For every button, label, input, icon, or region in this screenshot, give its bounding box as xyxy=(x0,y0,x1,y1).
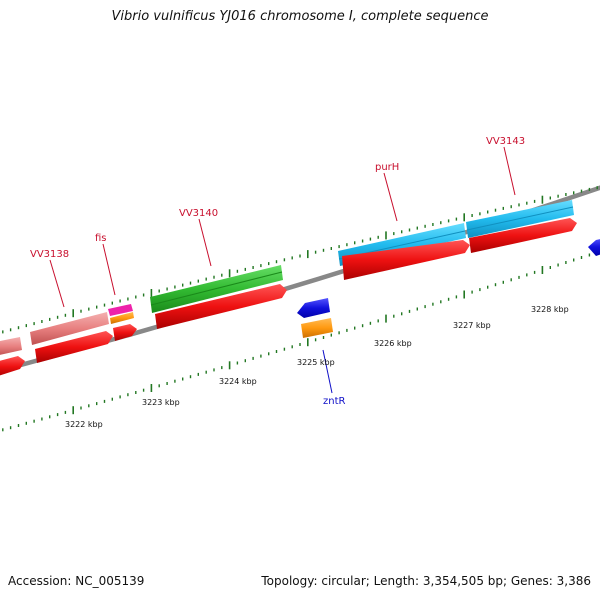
accession-text: Accession: NC_005139 xyxy=(8,574,145,588)
label-vv3140[interactable]: VV3140 xyxy=(179,208,218,219)
map-title: Vibrio vulnificus YJ016 chromosome I, co… xyxy=(111,9,489,24)
kbp-label: 3226 kbp xyxy=(374,339,412,348)
cds-arrow-fis[interactable] xyxy=(113,324,137,341)
cds-arrow-vv3138[interactable] xyxy=(35,331,113,363)
label-zntr[interactable]: zntR xyxy=(323,396,346,407)
label-fis[interactable]: fis xyxy=(95,233,107,244)
gene-vv3137-partial[interactable] xyxy=(0,337,22,356)
cds-arrow-vv3140[interactable] xyxy=(155,284,287,329)
label-vv3143[interactable]: VV3143 xyxy=(486,136,525,147)
kbp-label: 3225 kbp xyxy=(297,358,335,367)
gene-vv3138[interactable] xyxy=(30,312,109,345)
cds-arrow-vv3143[interactable] xyxy=(469,218,577,253)
topology-summary: Topology: circular; Length: 3,354,505 bp… xyxy=(261,574,591,588)
lower-tick-track xyxy=(2,251,598,432)
kbp-label: 3227 kbp xyxy=(453,321,491,330)
kbp-label: 3228 kbp xyxy=(531,305,569,314)
gene-vv3143[interactable] xyxy=(466,200,574,238)
gene-right-edge-blue[interactable] xyxy=(588,238,600,256)
kbp-label: 3224 kbp xyxy=(219,377,257,386)
gene-vv3140[interactable] xyxy=(150,265,283,313)
kbp-label: 3222 kbp xyxy=(65,420,103,429)
label-purh[interactable]: purH xyxy=(375,162,399,173)
cds-arrow-purh[interactable] xyxy=(342,240,470,280)
kbp-label: 3223 kbp xyxy=(142,398,180,407)
label-vv3138[interactable]: VV3138 xyxy=(30,249,69,260)
cds-arrow-left-partial[interactable] xyxy=(0,356,25,377)
callout-lines xyxy=(49,146,516,394)
cds-arrow-zntr[interactable] xyxy=(301,318,333,338)
upper-tick-track xyxy=(2,186,598,334)
gene-fis[interactable] xyxy=(108,304,134,324)
gene-zntr[interactable] xyxy=(297,298,330,318)
